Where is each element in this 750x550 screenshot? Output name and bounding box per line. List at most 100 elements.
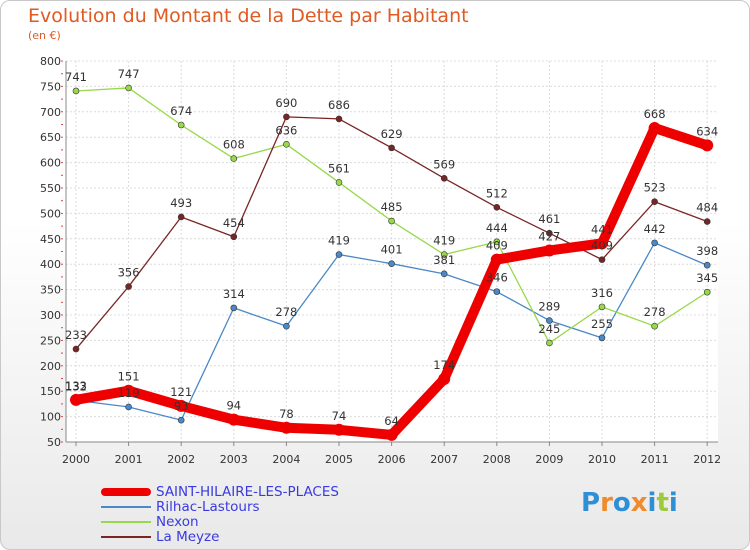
logo-letter: o (612, 488, 631, 518)
data-point (283, 113, 290, 121)
line-chart: 50 100 150 200 250 300 350 400 450 500 550 600 650 70… (40, 55, 721, 466)
x-tick-label: 2000 (62, 453, 90, 466)
data-point (388, 217, 395, 225)
data-label: 484 (696, 201, 718, 215)
logo-letter: r (600, 488, 613, 518)
data-label: 119 (118, 386, 140, 400)
data-label: 74 (332, 409, 347, 423)
data-point (546, 339, 553, 347)
data-label: 245 (538, 322, 560, 336)
data-label: 561 (328, 161, 350, 175)
data-label: 747 (118, 67, 140, 81)
y-tick-label: 550 (40, 182, 61, 195)
data-label: 398 (696, 244, 718, 258)
y-tick-label: 650 (40, 131, 61, 144)
data-point (598, 334, 606, 342)
chart-legend: SAINT-HILAIRE-LES-PLACES Rilhac-Lastours N… (101, 485, 431, 545)
y-tick-label: 150 (40, 385, 61, 398)
logo-letter: t (656, 488, 669, 518)
y-tick-label: 300 (40, 309, 61, 322)
data-point (546, 229, 553, 237)
data-point (125, 403, 132, 411)
y-tick-label: 50 (47, 436, 61, 449)
data-point (440, 270, 448, 278)
legend-item: Rilhac-Lastours (101, 500, 431, 515)
data-point (648, 122, 661, 135)
x-tick-label: 2006 (378, 453, 406, 466)
data-label: 151 (118, 370, 140, 384)
data-point (651, 239, 658, 247)
data-label: 356 (118, 266, 140, 280)
data-label: 427 (538, 229, 560, 243)
legend-item: La Meyze (101, 530, 431, 545)
y-tick-label: 800 (40, 55, 61, 68)
data-label: 381 (433, 253, 455, 267)
proxiti-logo: Proxiti (581, 488, 678, 518)
data-point (493, 204, 501, 211)
data-label: 93 (174, 399, 189, 413)
data-label: 409 (591, 239, 613, 253)
data-label: 121 (170, 385, 192, 399)
data-label: 523 (644, 181, 666, 195)
data-label: 289 (538, 300, 560, 314)
data-label: 255 (591, 317, 613, 331)
data-label: 94 (226, 399, 241, 413)
data-point (177, 121, 185, 129)
data-label: 741 (65, 70, 87, 84)
data-point (283, 141, 290, 148)
data-label: 444 (486, 221, 508, 235)
data-label: 78 (279, 407, 294, 421)
data-point (385, 428, 398, 441)
y-tick-label: 500 (40, 207, 61, 220)
data-point (72, 345, 80, 353)
x-tick-label: 2003 (220, 453, 248, 466)
data-point (703, 261, 711, 269)
data-label: 674 (170, 104, 192, 118)
data-label: 493 (170, 196, 192, 210)
data-point (388, 144, 395, 152)
data-point (546, 317, 553, 324)
data-point (177, 416, 185, 424)
data-point (70, 393, 82, 406)
data-point (490, 253, 503, 266)
logo-letter: i (647, 488, 657, 518)
y-tick-label: 450 (40, 233, 61, 246)
y-tick-label: 400 (40, 258, 61, 271)
data-point (230, 155, 238, 162)
data-label: 668 (644, 107, 666, 121)
data-label: 442 (644, 222, 666, 236)
y-tick-label: 600 (40, 157, 61, 170)
data-label: 636 (275, 123, 297, 137)
legend-swatch (101, 536, 151, 538)
data-label: 346 (486, 271, 508, 285)
data-label: 278 (275, 305, 297, 319)
legend-label: SAINT-HILAIRE-LES-PLACES (156, 484, 339, 500)
data-label: 634 (696, 124, 718, 138)
data-point (177, 213, 185, 221)
data-point (333, 423, 345, 436)
data-label: 409 (486, 239, 508, 253)
data-label: 419 (433, 234, 455, 248)
logo-letter: i (668, 488, 678, 518)
data-label: 345 (696, 271, 718, 285)
legend-item: Nexon (101, 515, 431, 530)
y-tick-label: 100 (40, 411, 61, 424)
data-label: 174 (433, 358, 455, 372)
legend-swatch (101, 521, 151, 523)
data-point (701, 139, 714, 152)
legend-label: Nexon (156, 514, 199, 530)
data-label: 419 (328, 234, 350, 248)
data-label: 461 (538, 212, 560, 226)
data-point (125, 84, 132, 92)
y-tick-label: 750 (40, 80, 61, 93)
data-label: 133 (65, 379, 87, 393)
data-point (283, 322, 290, 330)
x-tick-label: 2004 (272, 453, 300, 466)
legend-label: Rilhac-Lastours (156, 499, 260, 515)
data-point (335, 115, 343, 123)
data-point (703, 218, 711, 225)
data-label: 316 (591, 286, 613, 300)
x-tick-label: 2011 (641, 453, 669, 466)
legend-swatch (101, 488, 151, 496)
